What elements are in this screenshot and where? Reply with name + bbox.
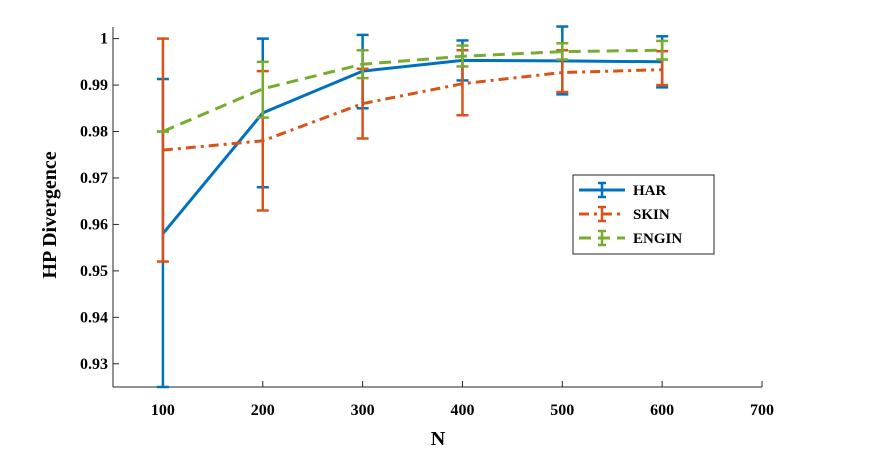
y-tick-label: 0.96 [80, 216, 108, 233]
series-engin [156, 39, 669, 133]
x-axis: 100 200 300 400 500 600 700 [151, 381, 774, 419]
x-tick-label: 300 [351, 402, 375, 419]
legend-item-engin: ENGIN [579, 229, 682, 247]
y-tick-label: 0.99 [80, 77, 108, 94]
y-tick-label: 0.98 [80, 124, 108, 141]
legend-label-engin: ENGIN [633, 231, 682, 247]
y-axis: 0.93 0.94 0.95 0.96 0.97 0.98 0.99 1 [80, 31, 119, 373]
x-tick-label: 600 [650, 402, 674, 419]
y-tick-label: 0.94 [80, 309, 108, 326]
x-axis-title: N [431, 428, 446, 450]
y-tick-label: 0.97 [80, 170, 108, 187]
error-bar-engin [256, 60, 269, 119]
y-tick-label: 0.93 [80, 356, 108, 373]
error-bar-engin [556, 42, 569, 61]
y-tick-label: 1 [100, 31, 108, 48]
legend: HAR SKIN ENGIN [572, 174, 715, 255]
series-layer [156, 25, 669, 389]
series-line-engin [162, 48, 663, 133]
legend-label-har: HAR [633, 183, 667, 199]
legend-item-har: HAR [579, 181, 667, 199]
series-line-har [161, 58, 663, 235]
error-bar-engin [456, 44, 469, 68]
legend-label-skin: SKIN [633, 207, 670, 223]
legend-item-skin: SKIN [579, 205, 670, 223]
y-tick-label: 0.95 [80, 263, 108, 280]
plot-area [112, 27, 762, 388]
x-tick-label: 400 [450, 402, 474, 419]
y-axis-title: HP Divergence [39, 151, 61, 278]
x-tick-label: 100 [151, 402, 175, 419]
series-line-skin [162, 68, 663, 152]
x-tick-label: 200 [251, 402, 275, 419]
x-tick-label: 500 [550, 402, 574, 419]
x-tick-label: 700 [750, 402, 774, 419]
series-skin [156, 37, 669, 263]
